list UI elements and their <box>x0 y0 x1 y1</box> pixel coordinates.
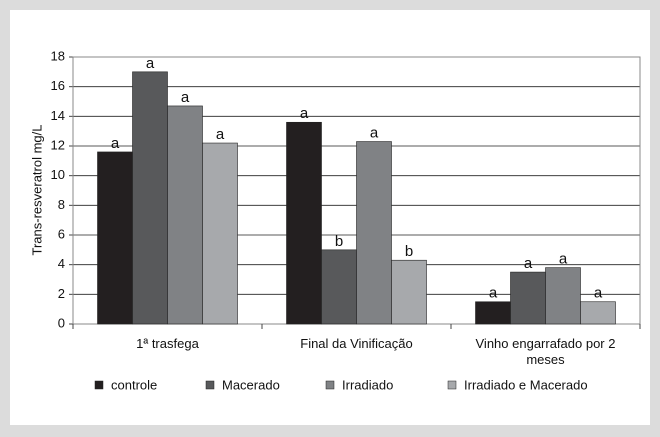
data-label: a <box>524 255 533 272</box>
legend-label: controle <box>111 377 157 392</box>
data-label: b <box>335 233 343 250</box>
data-label: a <box>111 135 120 152</box>
bar <box>545 267 581 325</box>
data-label: a <box>181 89 190 106</box>
y-tick-label: 2 <box>58 286 65 301</box>
legend-swatch <box>205 380 215 390</box>
data-label: a <box>489 285 498 302</box>
y-tick-label: 18 <box>51 48 65 63</box>
y-tick-label: 16 <box>51 78 65 93</box>
y-tick-label: 0 <box>58 315 65 330</box>
bar <box>286 121 322 325</box>
legend-label: Irradiado e Macerado <box>464 377 588 392</box>
bar <box>391 259 427 325</box>
legend-swatch <box>94 380 104 390</box>
y-tick-label: 6 <box>58 226 65 241</box>
legend-swatch <box>447 380 457 390</box>
y-tick-label: 14 <box>51 108 65 123</box>
legend-swatch <box>325 380 335 390</box>
bar <box>580 301 616 325</box>
x-tick-label: Vinho engarrafado por 2 meses <box>475 336 616 367</box>
y-tick-label: 10 <box>51 167 65 182</box>
bar <box>510 271 546 325</box>
bar <box>202 142 238 325</box>
data-label: a <box>216 126 225 143</box>
y-tick-label: 4 <box>58 256 65 271</box>
bar <box>321 249 357 325</box>
bar <box>97 151 133 325</box>
data-label: a <box>559 251 568 268</box>
y-axis-title: Trans-resveratrol mg/L <box>29 125 44 256</box>
bar <box>356 141 392 325</box>
data-label: b <box>405 243 413 260</box>
x-tick-label: Final da Vinificação <box>300 336 413 351</box>
bar <box>167 105 203 325</box>
legend-label: Macerado <box>222 377 280 392</box>
bar <box>132 71 168 325</box>
y-tick-label: 8 <box>58 197 65 212</box>
data-label: a <box>300 105 309 122</box>
bar <box>475 301 511 325</box>
x-tick-label: 1ª trasfega <box>136 336 199 351</box>
data-label: a <box>594 285 603 302</box>
y-tick-label: 12 <box>51 137 65 152</box>
data-label: a <box>370 125 379 142</box>
legend-label: Irradiado <box>342 377 393 392</box>
data-label: a <box>146 55 155 72</box>
